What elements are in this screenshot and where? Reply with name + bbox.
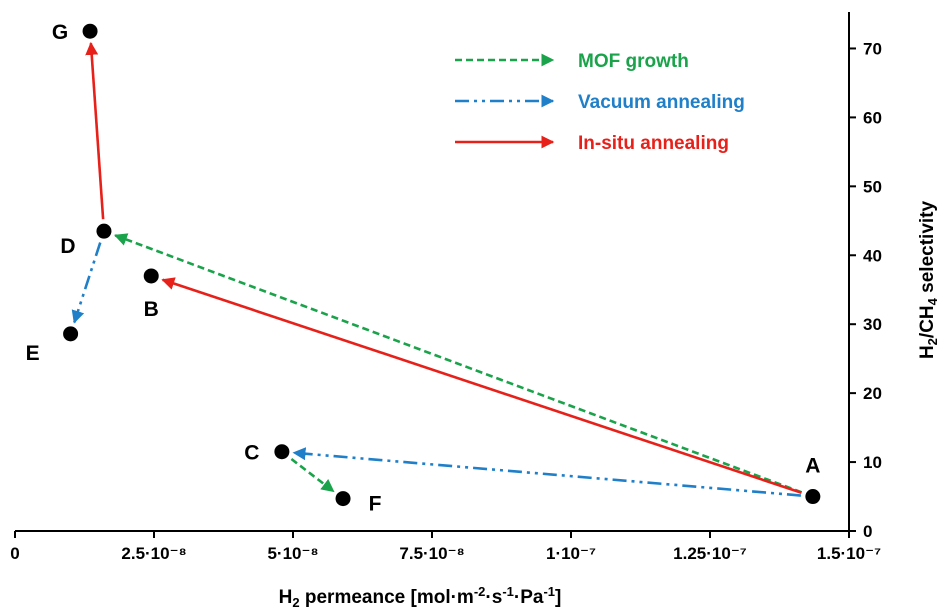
- x-tick-label: 0: [10, 544, 19, 563]
- x-tick-label: 1.5·10⁻⁷: [817, 544, 881, 563]
- arrow-A-to-D: [113, 233, 803, 494]
- data-points: A B C D E F G: [26, 21, 821, 515]
- point-B: [143, 268, 159, 284]
- arrows: [71, 41, 803, 497]
- x-tick-label: 7.5·10⁻⁸: [399, 544, 464, 563]
- y-tick-label: 70: [863, 39, 882, 58]
- y-tick-label: 50: [863, 177, 882, 196]
- x-tick-label: 2.5·10⁻⁸: [121, 544, 186, 563]
- x-tick-label: 1.25·10⁻⁷: [673, 544, 747, 563]
- axes: 0 2.5·10⁻⁸ 5·10⁻⁸ 7.5·10⁻⁸ 1·10⁻⁷ 1.25·10⁻⁷ 1.…: [10, 12, 882, 563]
- y-tick-label: 20: [863, 384, 882, 403]
- x-axis-label: H2 permeance [mol·m-2·s-1·Pa-1]: [279, 584, 562, 610]
- y-tick-label: 60: [863, 108, 882, 127]
- legend: MOF growth Vacuum annealing In-situ anneal…: [455, 51, 745, 154]
- arrow-A-to-C: [292, 447, 802, 497]
- point-label-D: D: [60, 235, 75, 258]
- point-label-F: F: [369, 493, 382, 516]
- arrow-D-to-G: [85, 41, 105, 220]
- arrow-C-to-F: [290, 457, 335, 493]
- x-tick-label: 1·10⁻⁷: [546, 544, 596, 563]
- point-label-E: E: [26, 342, 40, 365]
- point-label-C: C: [244, 442, 259, 465]
- y-tick-label: 10: [863, 453, 882, 472]
- arrow-D-to-E: [71, 242, 102, 324]
- point-label-A: A: [805, 455, 820, 478]
- legend-label: Vacuum annealing: [578, 92, 745, 113]
- point-E: [63, 326, 79, 342]
- point-C: [274, 444, 290, 460]
- point-G: [82, 23, 98, 39]
- point-D: [96, 223, 112, 239]
- y-axis-label: H2/CH4 selectivity: [917, 201, 940, 360]
- legend-label: MOF growth: [578, 51, 689, 72]
- legend-label: In-situ annealing: [578, 133, 729, 154]
- y-tick-label: 40: [863, 246, 882, 265]
- point-A: [805, 489, 821, 505]
- y-tick-label: 0: [863, 522, 872, 541]
- point-F: [335, 491, 351, 507]
- point-label-G: G: [52, 21, 68, 44]
- x-tick-label: 5·10⁻⁸: [267, 544, 318, 563]
- point-label-B: B: [144, 298, 159, 321]
- arrow-A-to-B: [161, 277, 802, 494]
- y-tick-label: 30: [863, 315, 882, 334]
